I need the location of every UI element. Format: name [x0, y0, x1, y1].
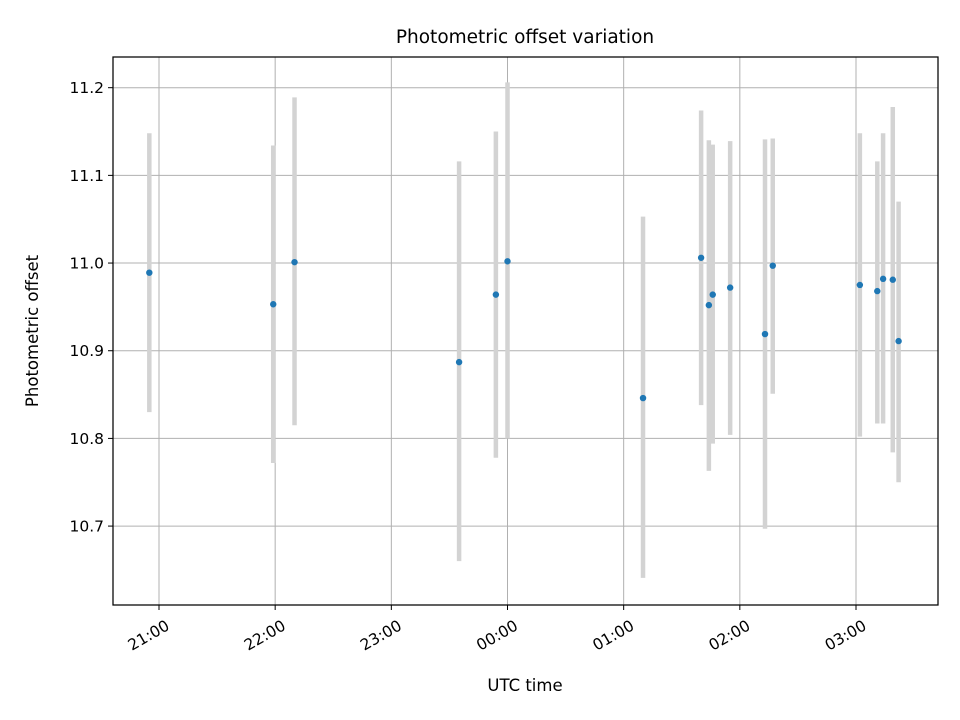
y-tick-label: 10.8	[69, 430, 104, 448]
data-point	[639, 394, 647, 402]
data-point	[895, 337, 902, 345]
chart-title: Photometric offset variation	[396, 27, 654, 48]
data-point	[726, 284, 734, 291]
data-points	[146, 254, 902, 402]
data-point	[889, 276, 896, 283]
data-point	[874, 287, 881, 295]
data-point	[697, 254, 705, 261]
data-point	[504, 258, 511, 265]
data-point	[709, 291, 716, 298]
x-axis-label: UTC time	[487, 676, 562, 695]
data-point	[270, 301, 277, 308]
data-point	[769, 262, 776, 269]
y-tick-label: 11.1	[69, 167, 104, 185]
data-point	[705, 301, 713, 309]
y-axis-label: Photometric offset	[23, 254, 42, 407]
data-point	[856, 281, 864, 289]
y-tick-label: 10.7	[69, 518, 104, 536]
plot-frame	[112, 56, 939, 606]
data-point	[455, 358, 463, 366]
data-point	[879, 275, 887, 283]
y-axis: 10.7 10.8 10.9 11.0 11.1 11.2	[69, 79, 113, 536]
data-point	[291, 258, 298, 266]
y-tick-label: 10.9	[69, 342, 104, 360]
data-point	[146, 269, 153, 276]
data-point	[492, 291, 500, 298]
data-point	[761, 330, 769, 338]
plot-area	[113, 57, 938, 605]
y-tick-label: 11.2	[69, 79, 104, 97]
y-tick-label: 11.0	[69, 255, 104, 273]
